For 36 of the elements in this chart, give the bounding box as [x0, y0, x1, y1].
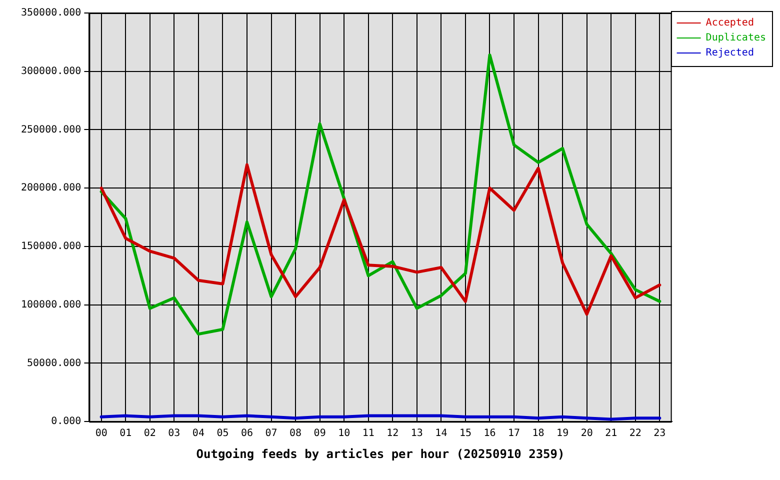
x-tick-label: 22: [629, 428, 642, 440]
x-tick-label: 05: [216, 428, 229, 440]
y-tick-label: 0.000: [51, 416, 82, 428]
y-tick-label: 250000.000: [20, 124, 82, 136]
x-tick-label: 11: [362, 428, 374, 440]
y-tick-label: 350000.000: [20, 8, 82, 19]
legend-label: Duplicates: [706, 32, 766, 44]
x-tick-label: 14: [435, 428, 448, 440]
x-tick-label: 03: [168, 428, 180, 440]
x-tick-label: 12: [386, 428, 399, 440]
y-tick-label: 100000.000: [20, 299, 82, 310]
y-tick-label: 200000.000: [20, 182, 82, 194]
y-tick-label: 150000.000: [20, 241, 82, 252]
x-tick-label: 08: [290, 428, 302, 440]
x-tick-label: 20: [580, 428, 593, 440]
y-tick-label: 50000.000: [27, 358, 82, 369]
x-tick-label: 16: [484, 428, 496, 440]
x-tick-label: 06: [240, 428, 254, 440]
x-tick-label: 04: [192, 428, 204, 440]
legend-label: Rejected: [706, 48, 754, 59]
x-tick-label: 19: [556, 428, 569, 440]
x-tick-label: 17: [508, 428, 520, 440]
x-tick-label: 07: [265, 428, 278, 440]
x-tick-label: 23: [654, 428, 666, 440]
legend-label: Accepted: [706, 18, 754, 29]
x-tick-label: 15: [459, 428, 472, 440]
x-tick-label: 18: [532, 428, 544, 440]
text: Outgoing feeds by articles per hour (20250910 2359): [196, 446, 565, 461]
x-tick-label: 13: [410, 428, 423, 440]
y-tick-label: 300000.000: [20, 66, 82, 77]
x-tick-label: 01: [120, 428, 132, 440]
x-tick-label: 21: [605, 428, 618, 440]
x-tick-label: 10: [338, 428, 350, 440]
x-tick-label: 00: [95, 428, 108, 440]
x-tick-label: 02: [144, 428, 156, 440]
x-tick-label: 09: [314, 428, 326, 440]
